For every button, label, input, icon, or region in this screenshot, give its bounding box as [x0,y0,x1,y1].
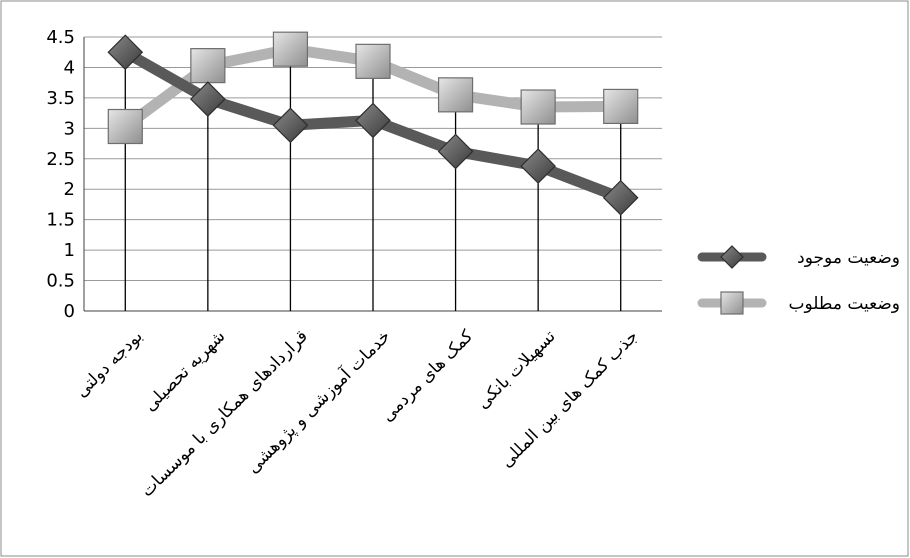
legend-label: وضعیت موجود [797,248,900,268]
square-marker [720,291,744,315]
series-markers [107,31,639,216]
diamond-marker [720,245,744,269]
square-marker [355,43,391,79]
y-axis: 0 0.5 1 1.5 2 2.5 3 3.5 4 4.5 [46,27,85,322]
square-marker [603,88,639,125]
square-marker [272,31,309,67]
legend-label: وضعیت مطلوب [788,294,900,314]
y-tick-label: 0.5 [46,271,75,292]
y-tick-label: 4 [64,57,75,78]
y-tick-label: 3 [64,118,75,139]
square-marker [520,89,556,125]
diamond-marker [602,179,639,216]
diamond-marker [190,81,226,117]
diamond-marker [520,148,556,184]
legend: وضعیت موجود وضعیت مطلوب [697,245,900,315]
diamond-marker [437,133,474,170]
y-tick-label: 0 [64,301,75,322]
y-tick-label: 4.5 [46,27,75,48]
y-tick-label: 3.5 [46,88,75,109]
y-tick-label: 1 [64,240,75,261]
diamond-marker [355,102,391,139]
y-tick-label: 2.5 [46,149,75,170]
diamond-marker [107,34,144,71]
y-tick-label: 2 [64,179,75,200]
square-marker [107,108,143,145]
square-marker [437,77,474,113]
square-marker [190,48,226,84]
y-tick-label: 1.5 [46,210,75,231]
diamond-marker [272,107,309,144]
